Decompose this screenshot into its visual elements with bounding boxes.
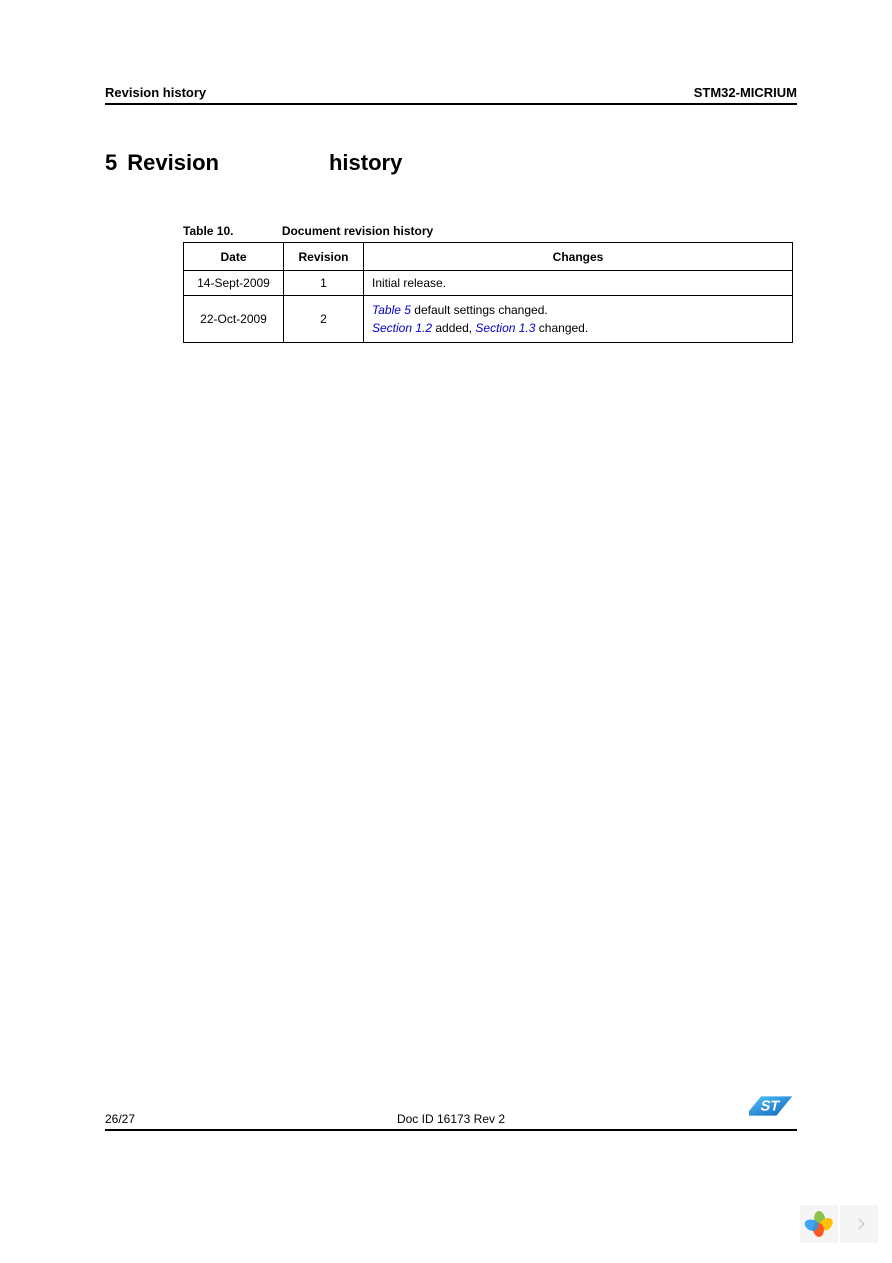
change-line-2: Section 1.2 added, Section 1.3 changed. xyxy=(372,319,784,337)
document-page: Revision history STM32-MICRIUM 5 Revisio… xyxy=(0,0,892,1263)
section-number: 5 xyxy=(105,150,117,176)
st-logo-icon: ST xyxy=(749,1089,797,1126)
next-button[interactable] xyxy=(840,1205,878,1243)
header-section-name: Revision history xyxy=(105,85,206,100)
link-section-1-3[interactable]: Section 1.3 xyxy=(475,321,535,335)
column-header-date: Date xyxy=(184,243,284,271)
flower-icon xyxy=(806,1211,832,1237)
chevron-right-icon xyxy=(853,1218,864,1229)
table-title: Document revision history xyxy=(282,224,433,238)
cell-revision: 1 xyxy=(284,271,364,296)
page-footer: 26/27 Doc ID 16173 Rev 2 ST xyxy=(105,1089,797,1131)
section-title-word-1: Revision xyxy=(127,150,219,176)
cell-revision: 2 xyxy=(284,296,364,343)
app-button[interactable] xyxy=(800,1205,838,1243)
table-row: 22-Oct-2009 2 Table 5 default settings c… xyxy=(184,296,793,343)
table-caption: Table 10. Document revision history xyxy=(183,224,797,238)
header-doc-name: STM32-MICRIUM xyxy=(694,85,797,100)
table-number: Table 10. xyxy=(183,224,233,238)
section-heading: 5 Revision history xyxy=(105,150,797,176)
column-header-changes: Changes xyxy=(364,243,793,271)
cell-date: 14-Sept-2009 xyxy=(184,271,284,296)
revision-history-table: Date Revision Changes 14-Sept-2009 1 Ini… xyxy=(183,242,793,343)
table-header-row: Date Revision Changes xyxy=(184,243,793,271)
cell-changes: Initial release. xyxy=(364,271,793,296)
change-text: default settings changed. xyxy=(411,303,548,317)
link-table-5[interactable]: Table 5 xyxy=(372,303,411,317)
link-section-1-2[interactable]: Section 1.2 xyxy=(372,321,432,335)
change-line-1: Table 5 default settings changed. xyxy=(372,301,784,319)
cell-date: 22-Oct-2009 xyxy=(184,296,284,343)
viewer-controls xyxy=(800,1205,878,1243)
cell-changes: Table 5 default settings changed. Sectio… xyxy=(364,296,793,343)
table-row: 14-Sept-2009 1 Initial release. xyxy=(184,271,793,296)
change-text: added, xyxy=(432,321,475,335)
revision-table-area: Table 10. Document revision history Date… xyxy=(183,224,797,343)
footer-doc-id: Doc ID 16173 Rev 2 xyxy=(397,1112,505,1126)
page-header: Revision history STM32-MICRIUM xyxy=(105,85,797,105)
footer-page-number: 26/27 xyxy=(105,1112,135,1126)
change-text: changed. xyxy=(535,321,588,335)
section-title-word-2: history xyxy=(329,150,402,176)
column-header-revision: Revision xyxy=(284,243,364,271)
svg-text:ST: ST xyxy=(759,1098,781,1114)
